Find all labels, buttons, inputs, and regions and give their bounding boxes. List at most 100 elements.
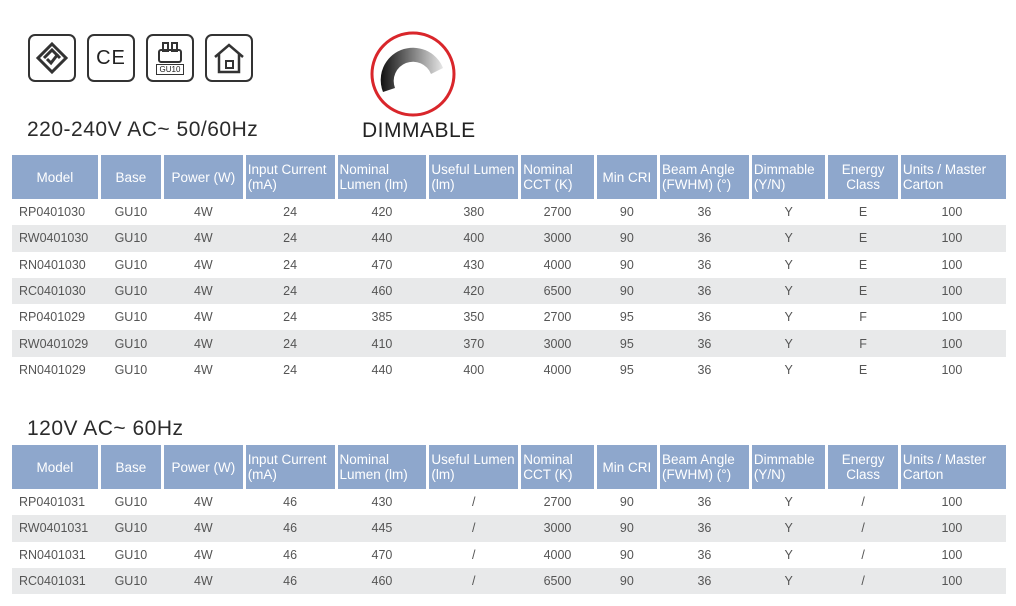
table-cell: 95 <box>596 330 660 357</box>
table-cell: E <box>858 257 868 272</box>
table-cell: / <box>472 547 476 562</box>
table-cell: 24 <box>283 310 298 325</box>
table-cell: 36 <box>697 310 712 325</box>
table-row: RN0401031 GU10 4W 46 470 / 4000 90 36 Y / 100 <box>12 542 1006 568</box>
table-cell: Y <box>784 547 793 562</box>
section-title-220v: 220-240V AC~ 50/60Hz <box>27 118 259 141</box>
table-cell: 24 <box>283 362 298 377</box>
table-cell: Y <box>784 362 793 377</box>
column-header: Units / Master Carton <box>900 445 1006 489</box>
spec-table-120v: Model Base Power (W) Input Current (mA) Nomi… <box>12 445 1006 595</box>
table-cell: 4W <box>164 277 246 305</box>
table-cell: GU10 <box>100 567 165 595</box>
table-cell: RW0401031 <box>12 515 101 542</box>
table-cell: 400 <box>429 225 522 252</box>
table-row: RP0401029 GU10 4W 24 385 350 2700 95 36 Y F 100 <box>12 304 1006 330</box>
table-cell: Y <box>784 310 793 325</box>
table-cell: GU10 <box>114 547 148 562</box>
table-cell: 4W <box>164 225 246 252</box>
spec-table-220v: Model Base Power (W) Input Current (mA) Nomi… <box>12 155 1006 383</box>
table-header-row: Model Base Power (W) Input Current (mA) Nomi… <box>12 445 1006 489</box>
table-cell: 90 <box>619 495 634 510</box>
table-cell: 36 <box>697 362 712 377</box>
table-cell: 36 <box>660 330 752 357</box>
indoor-home-icon <box>205 34 253 82</box>
column-header: Input Current (mA) <box>245 155 338 199</box>
table-cell: Y <box>751 330 829 357</box>
table-row: RC0401030 GU10 4W 24 460 420 6500 90 36 Y E 100 <box>12 277 1006 305</box>
table-cell: 3000 <box>521 330 597 357</box>
table-cell: 470 <box>371 257 393 272</box>
column-header: Nominal CCT (K) <box>521 155 597 199</box>
table-cell: 90 <box>619 547 634 562</box>
table-cell: GU10 <box>114 495 148 510</box>
column-header: Useful Lumen (lm) <box>429 155 522 199</box>
table-cell: RP0401029 <box>19 310 86 325</box>
table-cell: Y <box>784 205 793 220</box>
table-cell: RN0401029 <box>19 362 86 377</box>
table-row: RC0401031 GU10 4W 46 460/6500 90 36 Y/100 <box>12 567 1006 595</box>
table-row: RN0401030 GU10 4W 24 470 430 4000 90 36 Y E 100 <box>12 252 1006 278</box>
gu10-label: GU10 <box>155 63 185 75</box>
column-header: Units / Master Carton <box>900 155 1006 199</box>
table-cell: RW0401029 <box>12 330 101 357</box>
table-cell: 400 <box>463 362 485 377</box>
dimmable-label: DIMMABLE <box>362 119 476 142</box>
table-cell: 460 <box>337 567 430 595</box>
table-cell: / <box>828 515 901 542</box>
table-cell: E <box>828 225 901 252</box>
table-cell: F <box>828 330 901 357</box>
table-row: RW0401029 GU10 4W 24 410 370 3000 95 36 Y F 100 <box>12 330 1006 357</box>
table-row: RP0401031 GU10 4W 46 430 / 2700 90 36 Y / 100 <box>12 489 1006 515</box>
table-cell: GU10 <box>114 205 148 220</box>
table-row: RW0401031 GU10 4W 46 445/3000 90 36 Y/100 <box>12 515 1006 542</box>
table-cell: 4W <box>193 495 213 510</box>
table-cell: 36 <box>660 515 752 542</box>
column-header: Beam Angle (FWHM) (°) <box>660 155 752 199</box>
column-header: Model <box>12 155 101 199</box>
table-cell: 2700 <box>543 205 572 220</box>
table-cell: 36 <box>660 277 752 305</box>
table-cell: 430 <box>371 495 393 510</box>
table-cell: Y <box>751 515 829 542</box>
table-cell: 3000 <box>521 515 597 542</box>
column-header: Nominal Lumen (lm) <box>337 445 430 489</box>
table-cell: RP0401030 <box>19 205 86 220</box>
table-cell: 100 <box>900 515 1006 542</box>
table-cell: 100 <box>900 330 1006 357</box>
table-cell: 4W <box>193 547 213 562</box>
column-header: Useful Lumen (lm) <box>429 445 522 489</box>
table-cell: 90 <box>619 205 634 220</box>
table-cell: 385 <box>371 310 393 325</box>
section-title-120v: 120V AC~ 60Hz <box>27 417 184 440</box>
table-cell: 6500 <box>521 277 597 305</box>
table-cell: E <box>858 362 868 377</box>
table-cell: RP0401031 <box>19 495 86 510</box>
column-header: Dimmable (Y/N) <box>751 445 829 489</box>
table-cell: 430 <box>463 257 485 272</box>
table-cell: 6500 <box>521 567 597 595</box>
table-cell: RW0401030 <box>12 225 101 252</box>
table-cell: 90 <box>596 277 660 305</box>
table-cell: RC0401030 <box>12 277 101 305</box>
table-cell: 4W <box>193 205 213 220</box>
column-header: Power (W) <box>164 155 246 199</box>
dimmable-icon <box>369 30 457 118</box>
table-cell: / <box>861 495 865 510</box>
table-cell: / <box>828 567 901 595</box>
table-cell: 36 <box>697 205 712 220</box>
gu10-base-icon: GU10 <box>146 34 194 82</box>
table-cell: 3000 <box>521 225 597 252</box>
table-header-row: Model Base Power (W) Input Current (mA) Nomi… <box>12 155 1006 199</box>
table-cell: 36 <box>660 225 752 252</box>
column-header: Energy Class <box>828 155 901 199</box>
table-cell: 460 <box>337 277 430 305</box>
table-cell: 46 <box>245 515 338 542</box>
column-header: Min CRI <box>596 445 660 489</box>
table-cell: GU10 <box>100 277 165 305</box>
table-cell: GU10 <box>114 257 148 272</box>
table-cell: / <box>472 495 476 510</box>
table-cell: 90 <box>619 257 634 272</box>
table-cell: 100 <box>941 257 963 272</box>
table-cell: 24 <box>245 277 338 305</box>
